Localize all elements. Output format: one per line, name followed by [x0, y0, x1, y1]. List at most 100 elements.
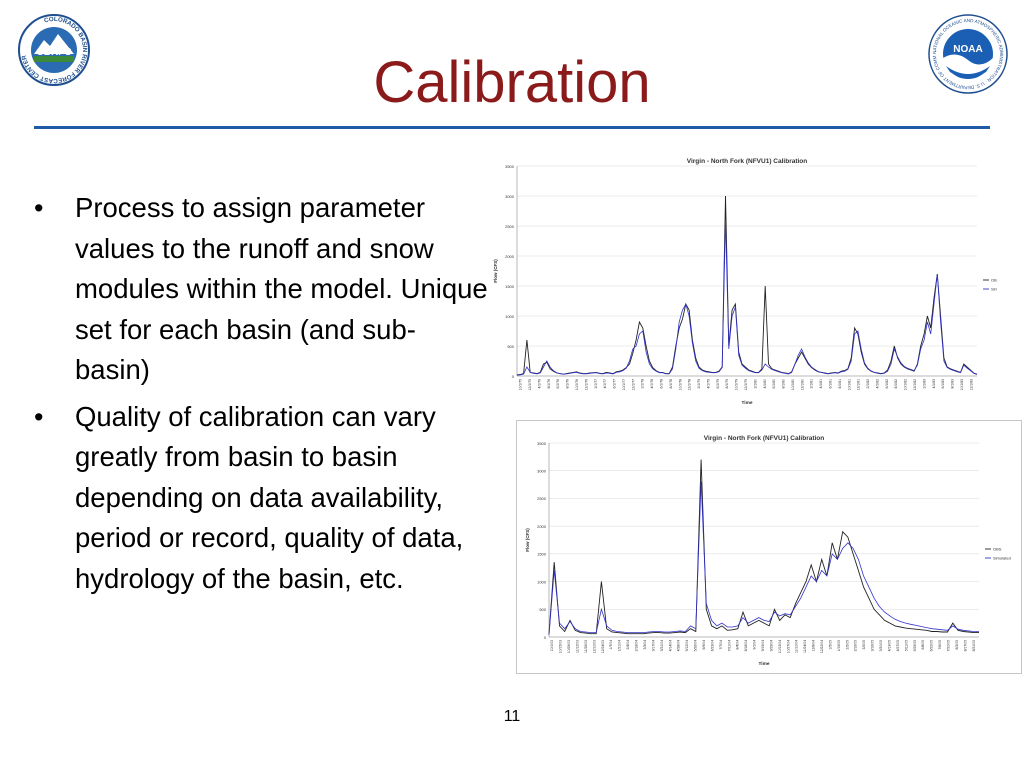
x-tick-label: 2/1/79 — [697, 379, 701, 389]
series-line-simulated — [516, 219, 978, 376]
x-tick-label: 2/18/04 — [635, 640, 639, 651]
x-tick-label: 4/1/77 — [603, 379, 607, 389]
x-tick-label: 8/4/04 — [736, 640, 740, 650]
cbrfc-logo: COLORADO BASIN RIVER FORECAST CENTER CBR… — [18, 14, 90, 86]
noaa-logo: NATIONAL OCEANIC AND ATMOSPHERIC ADMINIS… — [928, 14, 1008, 94]
bullet-list: • Process to assign parameter values to … — [30, 188, 490, 605]
x-tick-label: 9/1/04 — [753, 640, 757, 650]
x-tick-label: 3/3/04 — [643, 640, 647, 650]
x-tick-label: 4/1/76 — [537, 379, 541, 389]
x-tick-label: 10/13/04 — [778, 640, 782, 653]
x-tick-label: 2/1/83 — [922, 379, 926, 389]
y-tick-label: 2500 — [537, 496, 547, 501]
x-tick-label: 6/1/80 — [772, 379, 776, 389]
x-tick-label: 6/9/04 — [702, 640, 706, 650]
bullet-item: • Process to assign parameter values to … — [30, 188, 490, 391]
x-tick-label: 12/1/83 — [969, 379, 973, 390]
y-tick-label: 0 — [544, 635, 547, 640]
x-tick-label: 10/1/79 — [735, 379, 739, 390]
x-tick-label: 5/12/04 — [685, 640, 689, 651]
y-tick-label: 2000 — [505, 254, 515, 259]
x-tick-label: 7/7/04 — [719, 640, 723, 650]
cbrfc-logo-text: CBRFC — [37, 47, 72, 58]
x-tick-label: 2/1/81 — [810, 379, 814, 389]
x-tick-label: 6/8/05 — [921, 640, 925, 650]
x-tick-label: 5/25/05 — [913, 640, 917, 651]
x-tick-label: 12/1/78 — [688, 379, 692, 390]
bullet-item: • Quality of calibration can vary greatl… — [30, 397, 490, 600]
slide-title: Calibration — [373, 50, 651, 115]
x-tick-label: 4/1/82 — [875, 379, 879, 389]
x-tick-label: 10/29/03 — [567, 640, 571, 653]
x-tick-label: 8/1/80 — [782, 379, 786, 389]
x-tick-label: 12/24/03 — [601, 640, 605, 653]
x-tick-label: 8/3/05 — [955, 640, 959, 650]
title-divider — [34, 126, 990, 129]
y-axis-label: Flow (CFS) — [493, 259, 498, 283]
x-tick-label: 3/16/05 — [871, 640, 875, 651]
x-tick-label: 12/1/82 — [913, 379, 917, 390]
x-tick-label: 10/27/04 — [786, 640, 790, 653]
x-tick-label: 8/17/05 — [963, 640, 967, 651]
x-tick-label: 8/18/04 — [744, 640, 748, 651]
x-tick-label: 8/1/79 — [725, 379, 729, 389]
x-tick-label: 6/22/05 — [930, 640, 934, 651]
x-tick-label: 4/1/81 — [819, 379, 823, 389]
x-tick-label: 10/1/83 — [960, 379, 964, 390]
x-tick-label: 6/1/83 — [941, 379, 945, 389]
y-axis-label: Flow (CFS) — [525, 528, 530, 552]
x-tick-label: 10/1/81 — [847, 379, 851, 390]
x-tick-label: 4/1/83 — [932, 379, 936, 389]
calibration-chart-2: Virgin - North Fork (NFVU1) Calibration 0… — [516, 420, 1022, 674]
x-tick-label: 8/31/05 — [972, 640, 976, 651]
x-tick-label: 9/15/04 — [761, 640, 765, 651]
x-tick-label: 4/27/05 — [896, 640, 900, 651]
x-axis-label: Time — [758, 661, 769, 667]
x-tick-label: 10/1/78 — [678, 379, 682, 390]
x-tick-label: 11/10/04 — [795, 640, 799, 653]
x-tick-label: 2/4/04 — [626, 640, 630, 650]
x-tick-label: 7/6/05 — [938, 640, 942, 650]
x-tick-label: 6/23/04 — [710, 640, 714, 651]
x-tick-label: 11/12/03 — [576, 640, 580, 653]
page-number: 11 — [503, 708, 521, 725]
x-tick-label: 12/1/79 — [744, 379, 748, 390]
series-line-obs — [516, 195, 978, 376]
x-tick-label: 3/31/04 — [660, 640, 664, 651]
x-axis-label: Time — [741, 400, 752, 406]
x-tick-label: 4/13/05 — [887, 640, 891, 651]
x-tick-label: 2/16/05 — [854, 640, 858, 651]
legend-label: Simulated — [991, 287, 997, 292]
x-tick-label: 8/1/82 — [894, 379, 898, 389]
x-tick-label: 1/7/04 — [609, 640, 613, 650]
noaa-logo-text: NOAA — [953, 44, 982, 55]
legend-label: OBS — [991, 278, 997, 283]
x-tick-label: 9/29/04 — [769, 640, 773, 651]
y-tick-label: 500 — [507, 344, 514, 349]
x-tick-label: 3/2/05 — [862, 640, 866, 650]
x-tick-label: 7/20/05 — [946, 640, 950, 651]
x-tick-label: 3/17/04 — [651, 640, 655, 651]
x-tick-label: 10/1/77 — [622, 379, 626, 390]
x-tick-label: 12/22/04 — [820, 640, 824, 653]
x-tick-label: 4/1/79 — [706, 379, 710, 389]
bullet-marker: • — [34, 193, 44, 223]
bullet-text: Quality of calibration can vary greatly … — [75, 400, 464, 594]
x-tick-label: 10/1/76 — [575, 379, 579, 390]
x-tick-label: 4/28/04 — [677, 640, 681, 651]
bullet-text: Process to assign parameter values to th… — [75, 192, 488, 385]
x-tick-label: 1/21/04 — [618, 640, 622, 651]
x-tick-label: 5/26/04 — [694, 640, 698, 651]
x-tick-label: 2/1/82 — [866, 379, 870, 389]
x-tick-label: 1/19/05 — [837, 640, 841, 651]
y-tick-label: 3500 — [537, 441, 547, 446]
x-tick-label: 8/1/78 — [669, 379, 673, 389]
x-tick-label: 8/1/76 — [566, 379, 570, 389]
x-tick-label: 10/1/80 — [791, 379, 795, 390]
x-tick-label: 4/14/04 — [668, 640, 672, 651]
x-tick-label: 12/1/76 — [584, 379, 588, 390]
chart-1-svg: Virgin - North Fork (NFVU1) Calibration 0… — [493, 158, 997, 406]
series-line-obs — [548, 459, 979, 635]
x-tick-label: 10/1/75 — [519, 379, 523, 390]
